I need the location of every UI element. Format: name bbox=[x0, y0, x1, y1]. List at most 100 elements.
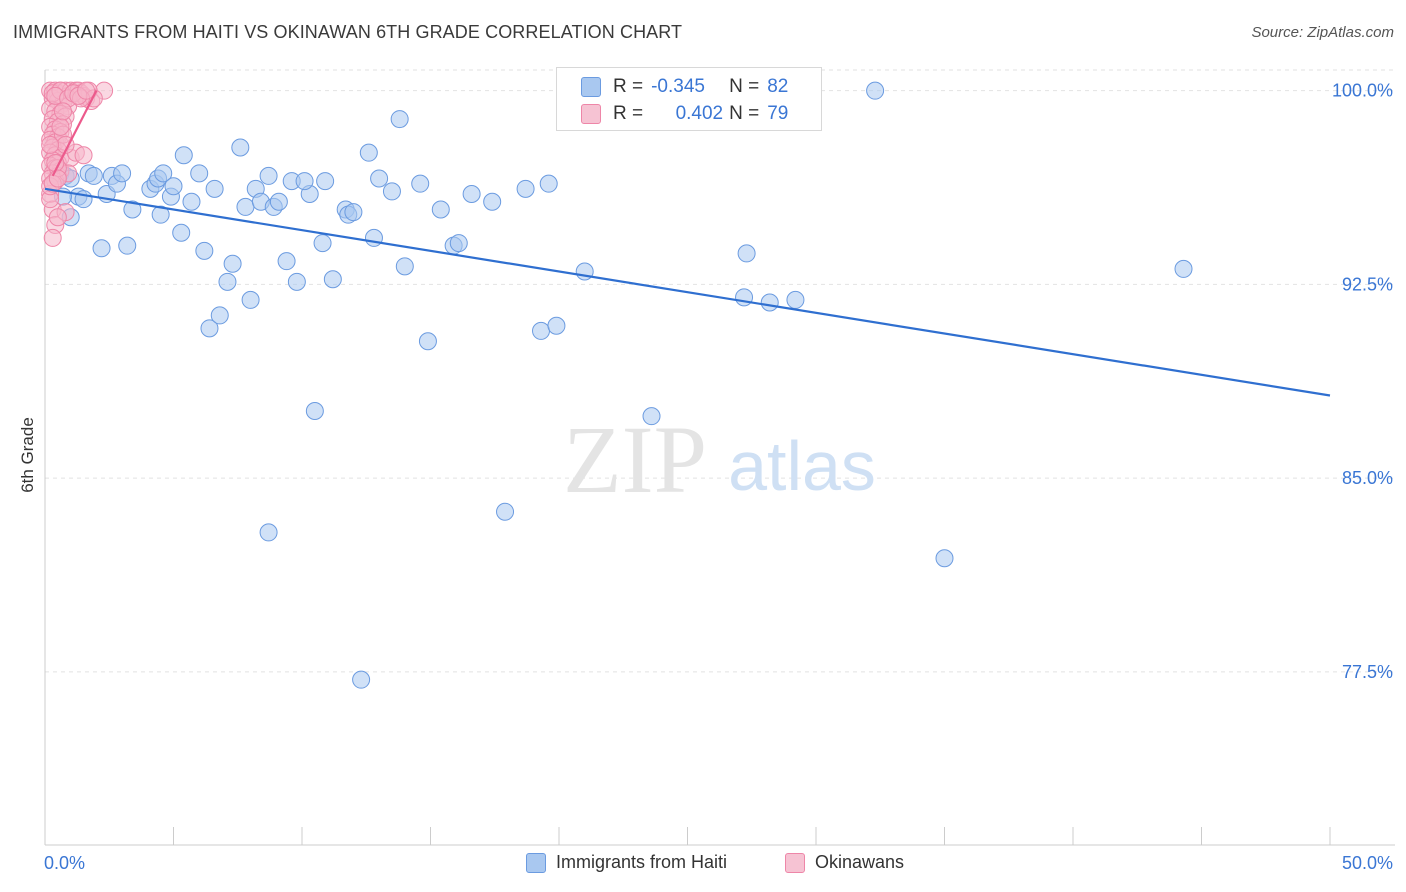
haiti-point-66 bbox=[532, 321, 551, 340]
haiti-point-53 bbox=[370, 169, 389, 188]
haiti-point-67 bbox=[547, 316, 566, 335]
n-value: 79 bbox=[767, 103, 789, 124]
x-tick-label-1: 50.0% bbox=[1342, 853, 1393, 873]
haiti-point-62 bbox=[462, 185, 481, 203]
haiti-point-74 bbox=[786, 290, 805, 309]
legend-label-haiti: Immigrants from Haiti bbox=[556, 852, 728, 872]
haiti-point-59 bbox=[431, 200, 450, 219]
haiti-point-45 bbox=[316, 172, 335, 191]
okinawans-point-74 bbox=[53, 102, 72, 121]
haiti-point-36 bbox=[259, 166, 278, 185]
x-tick-label-0: 0.0% bbox=[44, 853, 85, 873]
n-value: 82 bbox=[767, 76, 789, 97]
watermark-zip: ZIP bbox=[563, 406, 707, 513]
y-axis-label: 6th Grade bbox=[18, 417, 37, 493]
r-label: R = bbox=[613, 103, 644, 124]
okinawans-point-58 bbox=[48, 208, 67, 227]
haiti-point-38 bbox=[269, 192, 288, 211]
haiti-point-73 bbox=[760, 293, 779, 312]
chart-source: Source: ZipAtlas.com bbox=[1251, 24, 1394, 41]
chart-title: IMMIGRANTS FROM HAITI VS OKINAWAN 6TH GR… bbox=[13, 22, 683, 42]
haiti-trend-line bbox=[44, 187, 1331, 397]
trend-lines bbox=[44, 90, 1331, 397]
haiti-point-30 bbox=[223, 254, 242, 273]
y-tick-label-0: 77.5% bbox=[1342, 662, 1393, 682]
y-tick-label-3: 100.0% bbox=[1332, 81, 1393, 101]
haiti-point-26 bbox=[200, 319, 219, 338]
haiti-point-76 bbox=[935, 549, 954, 568]
series-haiti-points bbox=[51, 81, 1193, 689]
okinawans-point-71 bbox=[51, 117, 70, 136]
okinawans-swatch bbox=[785, 852, 805, 873]
haiti-point-13 bbox=[123, 200, 142, 219]
haiti-point-39 bbox=[277, 252, 296, 271]
r-value: -0.345 bbox=[651, 76, 705, 97]
haiti-point-78 bbox=[259, 523, 278, 542]
haiti-point-49 bbox=[344, 203, 363, 222]
haiti-point-20 bbox=[164, 177, 183, 196]
legend-label-okinawans: Okinawans bbox=[815, 852, 905, 872]
gridlines bbox=[45, 69, 1395, 673]
haiti-point-11 bbox=[113, 164, 132, 183]
haiti-point-6 bbox=[84, 166, 103, 185]
haiti-point-75 bbox=[866, 81, 885, 100]
okinawans-trend-line bbox=[51, 90, 98, 177]
haiti-point-25 bbox=[195, 241, 214, 260]
haiti-point-32 bbox=[236, 197, 255, 216]
haiti-point-46 bbox=[323, 270, 342, 289]
series-legend: Immigrants from Haiti Okinawans bbox=[0, 852, 1406, 878]
y-tick-label-2: 92.5% bbox=[1342, 274, 1393, 294]
okinawans-point-78 bbox=[48, 169, 67, 188]
haiti-point-56 bbox=[395, 257, 414, 276]
r-value: 0.402 bbox=[675, 103, 724, 124]
haiti-swatch bbox=[526, 852, 546, 873]
watermark: ZIP atlas bbox=[563, 406, 876, 513]
haiti-point-57 bbox=[411, 174, 430, 193]
haiti-point-54 bbox=[382, 182, 401, 201]
legend-item-haiti: Immigrants from Haiti bbox=[526, 852, 727, 873]
n-label: N = bbox=[729, 76, 760, 97]
y-tick-labels: 77.5% 85.0% 92.5% 100.0% bbox=[1332, 81, 1393, 682]
haiti-swatch bbox=[581, 77, 601, 97]
haiti-point-12 bbox=[118, 236, 137, 255]
haiti-point-21 bbox=[172, 223, 191, 242]
haiti-point-22 bbox=[174, 146, 193, 165]
haiti-point-24 bbox=[190, 164, 209, 183]
okinawans-point-54 bbox=[43, 228, 62, 247]
haiti-point-68 bbox=[539, 174, 558, 193]
haiti-point-77 bbox=[1174, 259, 1193, 278]
okinawans-point-76 bbox=[77, 81, 96, 100]
haiti-point-79 bbox=[295, 172, 314, 191]
y-tick-label-1: 85.0% bbox=[1342, 468, 1393, 488]
x-tick-labels: 0.0% 50.0% bbox=[44, 853, 1393, 873]
haiti-point-55 bbox=[390, 110, 409, 129]
haiti-point-17 bbox=[154, 164, 173, 183]
okinawans-point-49 bbox=[74, 146, 93, 165]
haiti-point-18 bbox=[151, 205, 170, 224]
stats-row-haiti: R = -0.345 N = 82 bbox=[581, 74, 788, 100]
haiti-point-23 bbox=[182, 192, 201, 211]
haiti-point-58 bbox=[418, 332, 437, 351]
haiti-point-50 bbox=[352, 670, 371, 689]
okinawans-swatch bbox=[581, 104, 601, 124]
haiti-point-43 bbox=[305, 402, 324, 420]
haiti-point-44 bbox=[313, 234, 332, 253]
stats-legend: R = -0.345 N = 82 R = 0.402 N = 79 bbox=[556, 67, 822, 131]
stats-row-okinawans: R = 0.402 N = 79 bbox=[581, 101, 788, 127]
haiti-point-33 bbox=[241, 290, 260, 309]
haiti-point-71 bbox=[737, 244, 756, 263]
haiti-point-63 bbox=[483, 192, 502, 211]
haiti-point-51 bbox=[359, 143, 378, 162]
haiti-point-65 bbox=[516, 179, 535, 198]
haiti-point-52 bbox=[364, 228, 383, 247]
haiti-point-61 bbox=[449, 234, 468, 253]
haiti-point-31 bbox=[231, 138, 250, 157]
legend-item-okinawans: Okinawans bbox=[785, 852, 904, 873]
haiti-point-7 bbox=[92, 239, 111, 258]
haiti-point-27 bbox=[205, 179, 224, 198]
haiti-point-41 bbox=[287, 272, 306, 291]
okinawans-point-77 bbox=[41, 135, 60, 154]
haiti-point-64 bbox=[496, 502, 515, 521]
haiti-point-29 bbox=[218, 272, 237, 291]
